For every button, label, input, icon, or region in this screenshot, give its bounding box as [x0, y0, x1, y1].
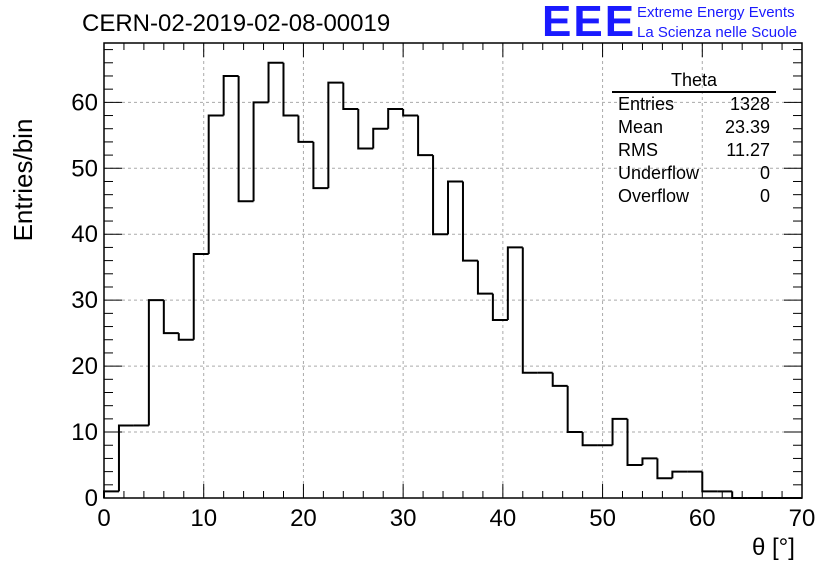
x-tick-label: 40: [490, 505, 517, 532]
stats-row-rms: RMS 11.27: [612, 139, 776, 162]
chart-title: CERN-02-2019-02-08-00019: [82, 10, 391, 37]
grid-lines: [104, 43, 802, 498]
histogram-bin: [491, 293, 508, 321]
stats-value: 0: [759, 186, 770, 206]
y-axis-label: Entries/bin: [8, 118, 38, 242]
logo-line-1: Extreme Energy Events: [637, 4, 795, 21]
x-tick-label: 50: [589, 505, 616, 532]
histogram-bin: [461, 181, 478, 262]
histogram-bin: [162, 300, 179, 335]
x-tick-label: 20: [290, 505, 317, 532]
histogram-bin: [357, 108, 374, 150]
histogram-bin: [731, 491, 748, 499]
histogram-bin: [641, 457, 658, 466]
histogram-bin: [282, 62, 299, 117]
stats-row-mean: Mean 23.39: [612, 116, 776, 139]
histogram-bin: [103, 490, 119, 498]
histogram-bin: [312, 141, 329, 190]
y-tick-label: 50: [71, 155, 98, 182]
stats-row-entries: Entries 1328: [612, 93, 776, 116]
histogram-bin: [476, 260, 493, 295]
histogram-bin: [611, 417, 628, 446]
histogram-bin: [252, 101, 269, 202]
histogram-bin: [297, 115, 314, 143]
histogram-series: [103, 61, 802, 499]
histogram-bin: [671, 470, 688, 479]
stats-row-underflow: Underflow 0: [612, 162, 776, 185]
histogram-bin: [267, 61, 284, 103]
histogram-bin: [701, 471, 718, 493]
y-tick-label: 0: [85, 485, 98, 512]
histogram-bin: [147, 299, 164, 426]
y-tick-label: 30: [71, 287, 98, 314]
stats-label: Overflow: [618, 186, 690, 206]
stats-value: 0: [759, 163, 770, 183]
histogram-bin: [237, 75, 254, 203]
y-tick-label: 60: [71, 89, 98, 116]
histogram-bin: [432, 155, 449, 236]
stats-value: 11.27: [726, 140, 770, 160]
histogram-bin: [551, 372, 568, 387]
histogram-bin: [402, 108, 419, 117]
histogram-bin: [447, 180, 463, 235]
stats-label: Mean: [618, 117, 664, 137]
axes: [103, 42, 803, 499]
x-tick-label: 10: [190, 505, 217, 532]
stats-row-overflow: Overflow 0: [612, 185, 776, 208]
histogram-bin: [506, 246, 523, 320]
histogram-bin: [626, 418, 643, 467]
x-axis-label: θ [°]: [752, 534, 795, 561]
y-tick-label: 20: [71, 353, 98, 380]
stats-label: Entries: [618, 94, 675, 114]
logo-line-2: La Scienza nelle Scuole: [637, 24, 798, 41]
plot-frame: [103, 42, 803, 499]
stats-label: RMS: [618, 140, 658, 160]
x-tick-label: 0: [97, 505, 110, 532]
histogram-bin: [521, 247, 538, 374]
stats-value: 23.39: [724, 117, 770, 137]
x-tick-label: 70: [789, 505, 816, 532]
stats-label: Underflow: [618, 163, 700, 183]
histogram-bin: [656, 458, 673, 480]
histogram-bin: [192, 253, 209, 340]
histogram-bin: [372, 127, 389, 149]
histogram-bin: [566, 385, 583, 434]
histogram-bin: [581, 432, 598, 447]
histogram-bin: [177, 333, 194, 341]
y-tick-label: 10: [71, 419, 98, 446]
histogram-bin: [327, 81, 344, 189]
x-tick-label: 60: [689, 505, 716, 532]
stats-title: Theta: [612, 70, 776, 93]
stats-box: Theta Entries 1328 Mean 23.39 RMS 11.27 …: [612, 70, 776, 208]
y-tick-label: 40: [71, 221, 98, 248]
histogram-bin: [417, 115, 434, 157]
eee-logo-mark: EEE: [542, 0, 637, 46]
histogram-bin: [117, 424, 134, 492]
stats-value: 1328: [729, 94, 770, 114]
histogram-bin: [222, 74, 239, 116]
histogram-bin: [387, 107, 404, 129]
histogram-bin: [342, 82, 359, 110]
histogram-bin: [207, 114, 224, 255]
x-tick-label: 30: [390, 505, 417, 532]
tick-labels: 0 10 20 30 40 50 60 70 0 10 20 30 40 50 60: [71, 89, 815, 532]
